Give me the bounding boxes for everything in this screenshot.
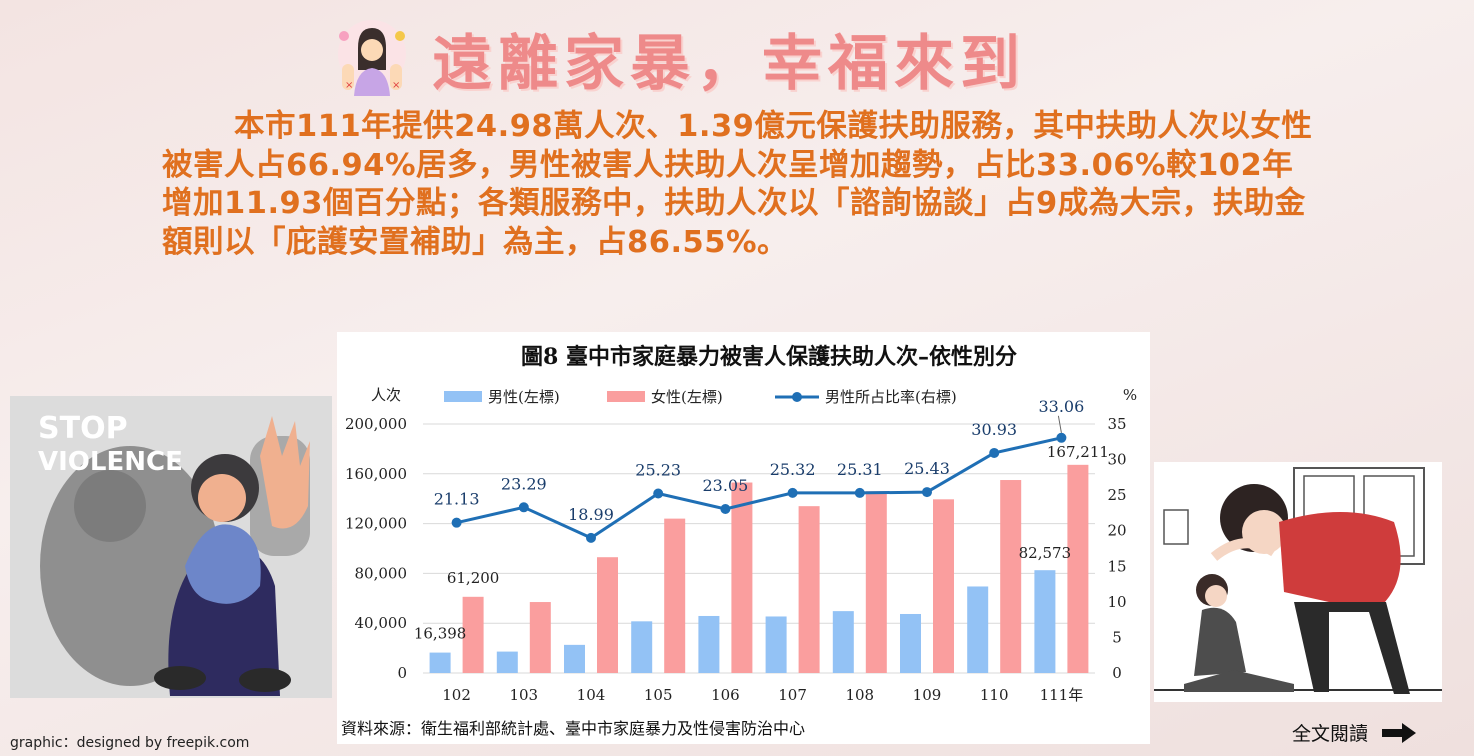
legend-label-2: 男性所占比率(右標) <box>825 388 957 406</box>
legend-swatch-0 <box>444 391 482 402</box>
summary-text: 本市111年提供24.98萬人次、1.39億元保護扶助服務，其中扶助人次以女性被… <box>162 109 1313 260</box>
right-tick-label: 25 <box>1107 486 1126 504</box>
ratio-label: 25.23 <box>635 461 681 480</box>
x-tick-label: 110 <box>980 686 1009 704</box>
ratio-label: 23.29 <box>501 474 547 493</box>
ratio-point <box>787 487 798 498</box>
ratio-point <box>586 532 596 543</box>
legend-label-0: 男性(左標) <box>488 388 560 406</box>
female-bar <box>462 596 484 673</box>
x-tick-label: 107 <box>778 686 807 704</box>
legend-swatch-1 <box>607 391 645 402</box>
stop-violence-illustration: STOP VIOLENCE <box>10 396 332 698</box>
x-tick-label: 103 <box>509 686 538 704</box>
bar-value-label: 16,398 <box>414 625 467 643</box>
female-bar <box>1000 480 1022 673</box>
male-bar <box>1034 570 1056 673</box>
female-bar <box>529 602 551 673</box>
female-bar <box>664 518 686 673</box>
ratio-point <box>854 487 865 498</box>
ratio-label: 21.13 <box>434 490 480 509</box>
page-title: 遠離家暴，幸福來到 <box>432 28 1026 99</box>
x-tick-label: 105 <box>644 686 673 704</box>
female-bar <box>1067 464 1089 673</box>
male-bar <box>967 586 989 673</box>
right-tick-label: 30 <box>1107 451 1126 469</box>
x-tick-label: 109 <box>913 686 942 704</box>
svg-text:×: × <box>345 80 353 91</box>
right-tick-label: 15 <box>1107 557 1126 575</box>
ratio-label: 18.99 <box>568 505 614 524</box>
male-bar <box>832 611 854 673</box>
chart-title: 圖8 臺中市家庭暴力被害人保護扶助人次–依性別分 <box>521 344 1017 370</box>
x-tick-label: 104 <box>577 686 606 704</box>
female-bar <box>933 499 954 673</box>
ratio-point <box>922 487 932 498</box>
left-tick-label: 160,000 <box>345 465 407 483</box>
x-tick-label: 111年 <box>1040 686 1084 704</box>
ratio-label: 25.31 <box>837 460 883 479</box>
female-bar <box>798 506 820 673</box>
image-credit: graphic：designed by freepik.com <box>10 735 250 751</box>
ratio-label: 25.43 <box>904 459 950 478</box>
read-full-text-link[interactable]: 全文閱讀 <box>1292 719 1417 746</box>
x-tick-label: 106 <box>711 686 740 704</box>
x-tick-label: 102 <box>442 686 471 704</box>
title-block: × × 遠離家暴，幸福來到 <box>330 18 1026 99</box>
right-tick-label: 10 <box>1107 593 1126 611</box>
ratio-label: 33.06 <box>1038 397 1084 416</box>
left-tick-label: 0 <box>397 664 407 682</box>
chart-panel: 圖8 臺中市家庭暴力被害人保護扶助人次–依性別分人次% 男性(左標) 女性(左標) 男… <box>337 332 1150 744</box>
ratio-label: 25.32 <box>770 460 816 479</box>
male-bar <box>698 615 720 673</box>
right-axis-label: % <box>1123 386 1137 404</box>
female-bar <box>597 557 618 673</box>
ratio-label: 30.93 <box>971 420 1017 439</box>
ratio-point <box>653 488 664 499</box>
x-tick-label: 108 <box>845 686 874 704</box>
bar-value-label: 61,200 <box>447 569 500 587</box>
male-bar <box>496 651 518 673</box>
domestic-abuse-illustration <box>1154 462 1442 702</box>
stop-label: STOP <box>38 411 128 446</box>
male-bar <box>564 644 585 673</box>
violence-label: VIOLENCE <box>38 447 183 477</box>
right-tick-label: 35 <box>1107 415 1126 433</box>
left-tick-label: 80,000 <box>355 564 408 582</box>
ratio-label: 23.05 <box>702 476 748 495</box>
right-arrow-icon <box>1382 722 1417 743</box>
ratio-point <box>518 502 529 513</box>
ratio-point <box>720 504 731 515</box>
legend-label-1: 女性(左標) <box>651 388 723 406</box>
right-tick-label: 5 <box>1112 628 1122 646</box>
male-bar <box>631 621 653 673</box>
left-tick-label: 200,000 <box>345 415 407 433</box>
male-bar <box>900 613 921 673</box>
right-tick-label: 0 <box>1112 664 1122 682</box>
female-bar <box>731 482 753 673</box>
ratio-point <box>989 447 1000 458</box>
svg-text:×: × <box>392 80 400 91</box>
legend-marker-2 <box>792 392 802 402</box>
male-bar <box>429 652 451 673</box>
ratio-line <box>456 436 1062 540</box>
right-tick-label: 20 <box>1107 522 1126 540</box>
read-full-text-label: 全文閱讀 <box>1292 723 1369 745</box>
ratio-label-leader <box>1057 415 1062 433</box>
ratio-point <box>451 517 462 528</box>
left-axis-label: 人次 <box>371 386 401 404</box>
ratio-point <box>1056 432 1067 443</box>
left-tick-label: 40,000 <box>355 614 408 632</box>
summary-paragraph: 本市111年提供24.98萬人次、1.39億元保護扶助服務，其中扶助人次以女性被… <box>162 108 1322 262</box>
chart-source: 資料來源：衛生福利部統計處、臺中市家庭暴力及性侵害防治中心 <box>341 719 805 738</box>
left-tick-label: 120,000 <box>345 515 407 533</box>
female-bar <box>865 491 887 673</box>
bar-value-label: 167,211 <box>1047 443 1109 461</box>
woman-stop-gesture-icon: × × <box>338 20 406 96</box>
male-bar <box>765 616 787 673</box>
bar-value-label: 82,573 <box>1019 544 1072 562</box>
